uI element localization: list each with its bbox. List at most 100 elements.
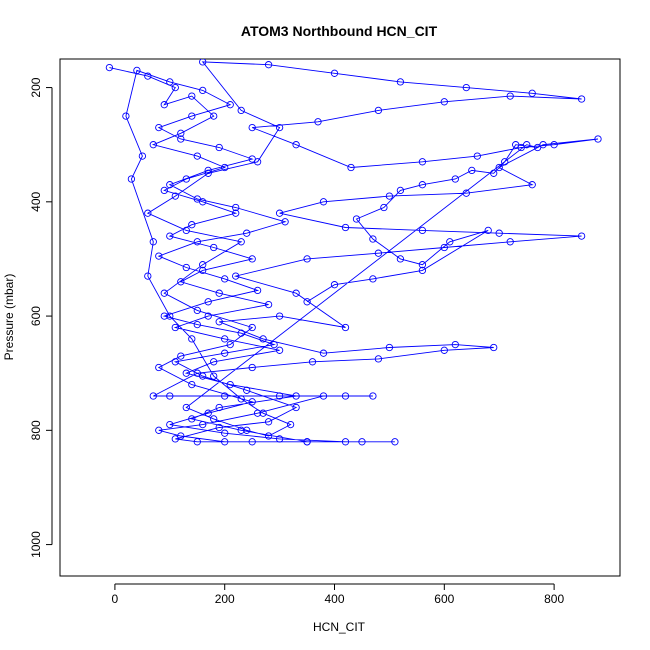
- data-point: [221, 335, 229, 343]
- data-point: [523, 141, 531, 149]
- x-tick-label: 600: [434, 592, 454, 606]
- data-point: [166, 232, 174, 240]
- data-point: [237, 106, 245, 115]
- data-point: [171, 83, 179, 92]
- data-point: [303, 438, 311, 446]
- data-point: [248, 155, 256, 163]
- data-point: [275, 312, 284, 320]
- data-point: [188, 335, 196, 343]
- data-point: [210, 112, 218, 120]
- data-point: [193, 438, 201, 446]
- data-point: [418, 261, 427, 269]
- data-point: [160, 101, 168, 109]
- data-point: [149, 238, 157, 246]
- data-point: [210, 372, 218, 380]
- series-line: [109, 61, 599, 443]
- data-point: [133, 66, 141, 75]
- data-point: [462, 189, 470, 197]
- data-point: [303, 298, 311, 306]
- data-point: [166, 392, 174, 400]
- data-point: [177, 278, 185, 286]
- data-point: [127, 175, 136, 183]
- data-point: [193, 306, 201, 315]
- x-tick-label: 400: [324, 592, 344, 606]
- data-point: [440, 243, 448, 252]
- data-point: [232, 272, 240, 280]
- series-group: [105, 59, 602, 446]
- x-tick-label: 800: [544, 592, 564, 606]
- data-point: [259, 409, 267, 417]
- data-point: [418, 181, 427, 189]
- data-point: [330, 281, 339, 289]
- data-point: [292, 289, 300, 297]
- data-point: [352, 215, 361, 223]
- data-point: [155, 426, 163, 434]
- data-point: [177, 129, 185, 137]
- data-point: [199, 59, 207, 66]
- data-point: [237, 426, 245, 434]
- data-point: [204, 169, 212, 177]
- data-point: [550, 141, 558, 149]
- data-point: [264, 418, 273, 426]
- data-point: [215, 423, 223, 432]
- plot-area-box: [59, 58, 621, 577]
- data-point: [215, 289, 223, 297]
- data-point: [451, 175, 459, 183]
- data-point: [155, 363, 163, 372]
- data-point: [199, 372, 207, 380]
- data-point: [199, 261, 207, 269]
- data-point: [182, 263, 190, 272]
- data-point: [512, 141, 520, 149]
- data-point: [314, 118, 322, 126]
- data-point: [182, 226, 190, 235]
- data-point: [253, 409, 262, 417]
- data-point: [369, 235, 377, 243]
- data-point: [182, 369, 190, 377]
- data-point: [380, 203, 388, 212]
- data-point: [166, 312, 174, 320]
- data-point: [275, 435, 284, 443]
- data-point: [226, 380, 234, 389]
- data-point: [243, 229, 251, 237]
- data-point: [188, 92, 196, 100]
- data-point: [440, 98, 448, 106]
- data-point: [275, 209, 284, 217]
- data-point: [237, 395, 245, 403]
- data-point: [341, 323, 350, 332]
- data-point: [171, 435, 179, 443]
- data-point: [144, 272, 152, 280]
- data-point: [275, 392, 284, 400]
- data-point: [490, 169, 498, 177]
- x-axis: 0 200 400 600 800: [112, 583, 564, 606]
- data-point: [193, 238, 201, 246]
- data-point: [594, 135, 602, 143]
- data-point: [122, 112, 130, 120]
- data-point: [270, 340, 278, 349]
- data-point: [495, 229, 503, 237]
- data-point: [105, 63, 114, 72]
- data-point: [204, 409, 212, 417]
- data-point: [264, 432, 273, 440]
- data-point: [418, 226, 427, 235]
- data-point: [440, 346, 448, 354]
- data-point: [308, 358, 317, 366]
- data-point: [199, 86, 207, 95]
- data-point: [341, 392, 350, 400]
- data-point: [138, 152, 147, 160]
- data-point: [215, 403, 223, 412]
- data-point: [396, 255, 405, 263]
- x-axis-label: HCN_CIT: [313, 620, 366, 634]
- data-point: [243, 426, 251, 434]
- data-point: [418, 158, 427, 166]
- data-point: [528, 89, 536, 97]
- data-point: [144, 72, 152, 80]
- data-point: [385, 192, 394, 200]
- data-point: [188, 112, 196, 120]
- data-point: [292, 141, 300, 149]
- data-point: [374, 249, 383, 257]
- data-point: [319, 392, 328, 400]
- data-point: [215, 318, 223, 326]
- data-point: [204, 312, 212, 320]
- data-point: [248, 255, 256, 263]
